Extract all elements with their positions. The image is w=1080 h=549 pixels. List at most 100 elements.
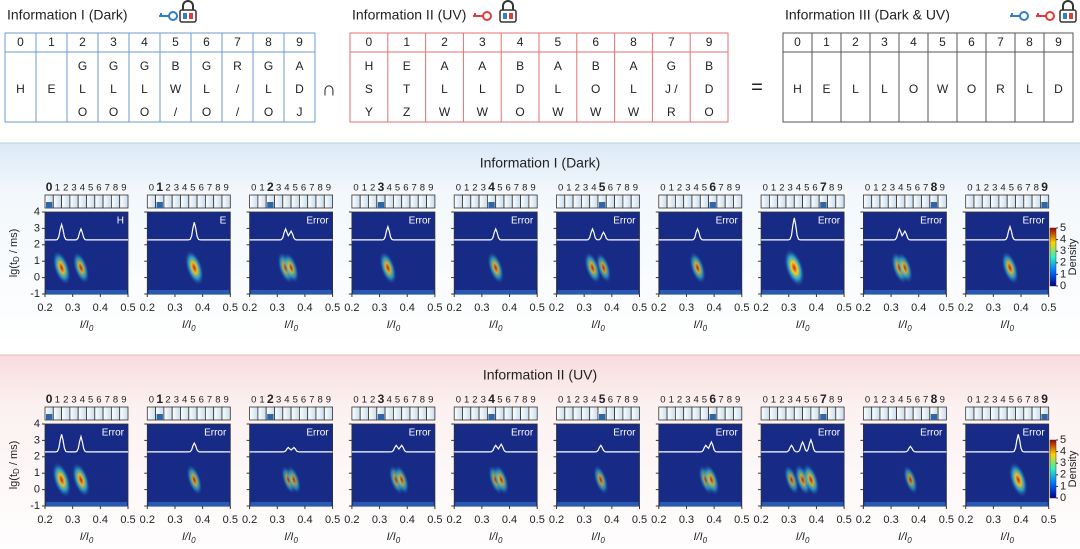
strip-cell: [658, 194, 668, 209]
strip-digit: 4: [796, 395, 801, 406]
colorbar-label: Density: [1067, 450, 1079, 487]
x-tick-label: 0.2: [344, 302, 359, 314]
strip-cell-marker: [599, 414, 606, 420]
strip-cell: [683, 406, 693, 421]
strip-digit: 8: [215, 183, 220, 194]
strip-digit: 8: [624, 183, 629, 194]
strip-digit: 7: [1025, 395, 1030, 406]
strip-digit: 4: [182, 183, 187, 194]
key-head: [168, 11, 178, 21]
table-cell: L: [630, 82, 637, 96]
x-label-sub: 0: [805, 324, 810, 333]
strip-cell: [691, 194, 701, 209]
x-axis-label: I/I0: [1000, 531, 1014, 545]
table-header-cell: 9: [706, 35, 713, 49]
strip-cell-marker: [488, 414, 495, 420]
strip-digit: 0: [149, 183, 154, 194]
x-tick-label: 0.3: [883, 514, 898, 526]
strip-digit: 9: [326, 183, 331, 194]
strip-digit: 0: [660, 395, 665, 406]
strip-digit-active: 1: [156, 392, 163, 406]
strip-digit: 3: [276, 183, 281, 194]
strip-cell: [417, 194, 427, 209]
panel-title: Information I (Dark): [480, 155, 601, 171]
x-tick-label: 0.3: [167, 302, 182, 314]
strip-digit: 3: [890, 395, 895, 406]
x-tick-label: 0.4: [297, 514, 312, 526]
strip-cell: [282, 406, 292, 421]
x-tick-label: 0.4: [195, 514, 210, 526]
strip-digit: 1: [55, 395, 60, 406]
x-tick-label: 0.3: [883, 302, 898, 314]
x-tick-label: 0.2: [447, 302, 462, 314]
strip-digit: 3: [276, 395, 281, 406]
strip-digit: 8: [522, 395, 527, 406]
x-axis-label: I/I0: [796, 319, 810, 333]
key-icon: [1010, 11, 1029, 21]
colorbar-label: Density: [1067, 238, 1079, 275]
strip-cell: [171, 406, 181, 421]
x-axis-label: I/I0: [387, 531, 401, 545]
strip-digit: 7: [616, 395, 621, 406]
table-cell: L: [555, 82, 562, 96]
table-cell: A: [295, 59, 303, 73]
x-tick-label: 0.4: [809, 302, 824, 314]
strip-digit: 1: [976, 183, 981, 194]
strip-digit: 3: [174, 183, 179, 194]
strip-cell: [503, 406, 513, 421]
x-tick-label: 0.5: [632, 302, 647, 314]
strip-cell: [392, 406, 403, 421]
strip-digit: 1: [464, 183, 469, 194]
density-blob: [703, 463, 720, 496]
strip-digit-active: 7: [820, 180, 827, 194]
strip-cell: [511, 194, 521, 209]
x-tick-label: 0.3: [372, 514, 387, 526]
heatmap-floor: [352, 501, 434, 507]
strip-cell: [965, 406, 975, 421]
density-blob: [283, 252, 300, 284]
x-label-main: I/I: [591, 531, 600, 543]
plot-label: Error: [511, 428, 534, 439]
strip-cell: [495, 406, 505, 421]
strip-cell: [520, 406, 530, 421]
table-header-cell: 0: [17, 35, 24, 49]
strip-cell: [1015, 194, 1025, 209]
strip-digit: 7: [207, 183, 212, 194]
strip-cell: [221, 406, 231, 421]
strip-digit: 4: [1000, 183, 1005, 194]
strip-cell: [683, 194, 693, 209]
strip-digit: 5: [702, 395, 707, 406]
strip-cell-marker: [267, 202, 274, 208]
strip-digit: 7: [514, 183, 519, 194]
colorbar-tick-label: 2: [1060, 257, 1066, 269]
strip-digit: 1: [566, 395, 571, 406]
table-cell: W: [552, 105, 564, 119]
strip-digit: 4: [898, 183, 903, 194]
strip-cell: [1023, 406, 1033, 421]
colorbar-tick-label: 0: [1060, 492, 1066, 504]
density-blob: [783, 464, 800, 495]
table-header-cell: 3: [479, 35, 486, 49]
density-blob: [487, 251, 505, 285]
strip-cell: [912, 194, 922, 209]
strip-cell-marker: [599, 202, 606, 208]
trace: [965, 434, 1049, 453]
strip-cell: [614, 194, 624, 209]
strip-digit: 9: [633, 395, 638, 406]
table-cell: A: [629, 59, 637, 73]
x-tick-label: 0.2: [37, 514, 52, 526]
table-cell: G: [264, 59, 273, 73]
x-tick-label: 0.3: [679, 514, 694, 526]
strip-digit: 7: [105, 183, 110, 194]
strip-digit: 1: [259, 183, 264, 194]
density-blob: [51, 461, 72, 498]
x-tick-label: 0.5: [120, 514, 135, 526]
table-cell: O: [591, 82, 600, 96]
strip-digit: 4: [80, 183, 85, 194]
strip-cell: [426, 406, 436, 421]
strip-digit: 2: [779, 395, 784, 406]
table-cell: L: [479, 82, 486, 96]
strip-digit: 4: [387, 183, 392, 194]
strip-cell-marker: [377, 202, 385, 208]
table-cell: H: [793, 82, 802, 96]
